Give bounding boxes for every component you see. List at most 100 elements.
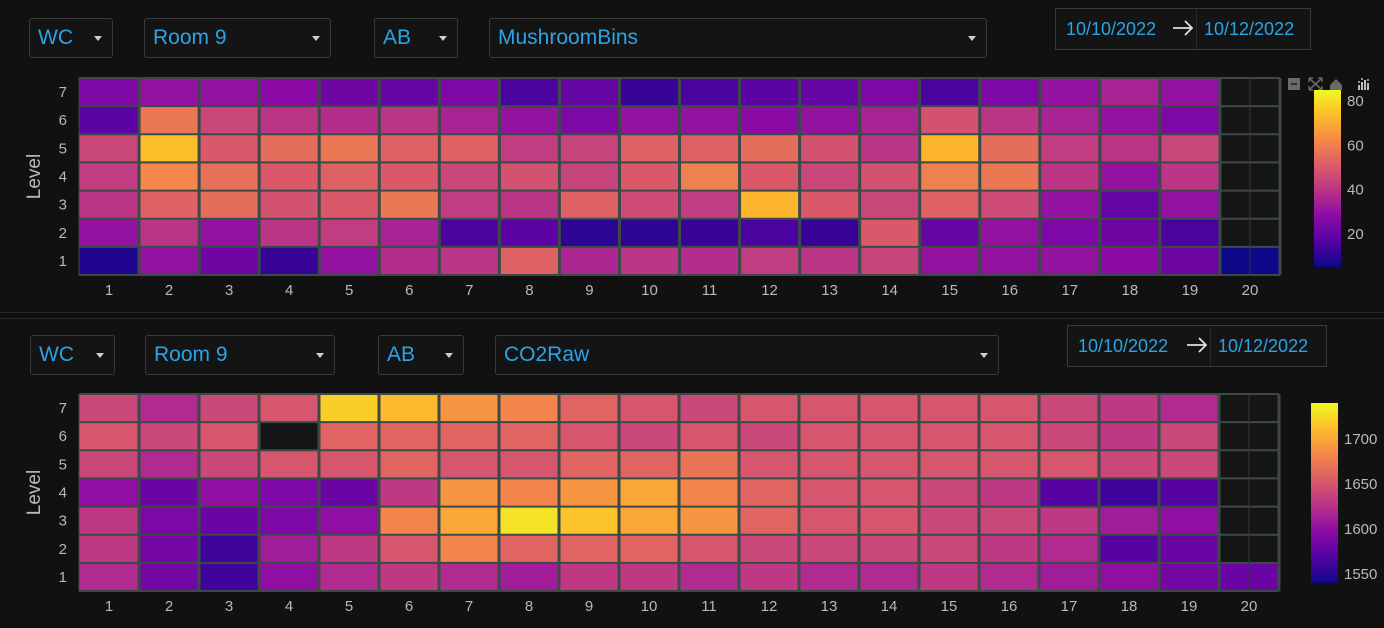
heatmap-cell[interactable] xyxy=(439,162,500,192)
heatmap-cell[interactable] xyxy=(1159,450,1220,479)
room-dropdown[interactable]: Room 9 xyxy=(144,18,331,58)
heatmap-cell[interactable] xyxy=(679,562,740,592)
start-date-input[interactable]: 10/10/2022 xyxy=(1066,19,1157,39)
heatmap-cell[interactable] xyxy=(859,162,921,192)
heatmap-cell[interactable] xyxy=(679,106,741,135)
heatmap-cell[interactable] xyxy=(79,134,140,163)
heatmap-cell[interactable] xyxy=(139,218,200,248)
heatmap-cell[interactable] xyxy=(439,534,500,564)
heatmap-cell[interactable] xyxy=(979,246,1041,276)
heatmap-cell[interactable] xyxy=(379,162,440,192)
heatmap-cell[interactable] xyxy=(439,450,500,479)
heatmap-cell[interactable] xyxy=(619,478,680,508)
heatmap-cell[interactable] xyxy=(79,218,140,248)
heatmap-cell[interactable] xyxy=(199,162,260,192)
heatmap-cell[interactable] xyxy=(259,218,320,248)
zone-dropdown[interactable]: AB xyxy=(378,335,464,375)
heatmap-cell[interactable] xyxy=(499,478,560,508)
heatmap-cell[interactable] xyxy=(979,450,1040,479)
heatmap-cell[interactable] xyxy=(1159,478,1220,508)
heatmap-cell[interactable] xyxy=(259,106,320,135)
heatmap-cell[interactable] xyxy=(259,246,320,276)
heatmap-cell[interactable] xyxy=(679,506,740,536)
heatmap-cell[interactable] xyxy=(259,134,320,163)
heatmap-cell[interactable] xyxy=(979,478,1040,508)
heatmap-cell[interactable] xyxy=(439,106,500,135)
heatmap-cell[interactable] xyxy=(799,78,861,107)
heatmap-cell[interactable] xyxy=(739,106,801,135)
heatmap-cell[interactable] xyxy=(379,450,440,479)
heatmap-cell[interactable] xyxy=(859,78,921,107)
heatmap-cell[interactable] xyxy=(319,106,380,135)
heatmap-cell[interactable] xyxy=(679,450,740,479)
heatmap-cell[interactable] xyxy=(679,422,740,451)
zoom-out-icon[interactable] xyxy=(1288,78,1300,90)
heatmap-cell[interactable] xyxy=(1099,422,1160,451)
heatmap-cell[interactable] xyxy=(1159,246,1221,276)
heatmap-cell[interactable] xyxy=(1099,394,1160,423)
heatmap-cell[interactable] xyxy=(199,394,260,423)
heatmap-cell[interactable] xyxy=(1099,246,1161,276)
heatmap-cell[interactable] xyxy=(679,534,740,564)
heatmap-cell[interactable] xyxy=(499,162,560,192)
heatmap-cell[interactable] xyxy=(799,190,861,220)
heatmap-cell[interactable] xyxy=(799,534,860,564)
heatmap-cell[interactable] xyxy=(259,162,320,192)
start-date-input[interactable]: 10/10/2022 xyxy=(1078,336,1169,356)
heatmap-cell[interactable] xyxy=(859,506,920,536)
heatmap-cell[interactable] xyxy=(1159,534,1220,564)
heatmap-cell[interactable] xyxy=(79,394,140,423)
heatmap-cell[interactable] xyxy=(499,422,560,451)
heatmap-cell[interactable] xyxy=(619,246,680,276)
heatmap-cell[interactable] xyxy=(199,218,260,248)
heatmap-cell[interactable] xyxy=(259,78,320,107)
heatmap-cell[interactable] xyxy=(979,562,1040,592)
heatmap-cell[interactable] xyxy=(1039,422,1100,451)
heatmap-cell[interactable] xyxy=(919,534,980,564)
heatmap-cell[interactable] xyxy=(1099,478,1160,508)
heatmap-cell[interactable] xyxy=(139,478,200,508)
site-dropdown[interactable]: WC xyxy=(30,335,115,375)
heatmap-cell[interactable] xyxy=(679,190,741,220)
heatmap-cell[interactable] xyxy=(1039,562,1100,592)
heatmap-cell[interactable] xyxy=(679,162,741,192)
co2-raw-heatmap[interactable]: 1 2 3 4 5 6 7 8 9 10 11 12 13 14 15 16 17 18 19 201234567Le… xyxy=(0,386,1384,624)
heatmap-cell[interactable] xyxy=(319,246,380,276)
heatmap-cell[interactable] xyxy=(79,562,140,592)
heatmap-cell[interactable] xyxy=(1039,394,1100,423)
heatmap-cell[interactable] xyxy=(979,78,1041,107)
heatmap-cell[interactable] xyxy=(439,506,500,536)
heatmap-cell[interactable] xyxy=(379,422,440,451)
heatmap-cell[interactable] xyxy=(199,450,260,479)
heatmap-cell[interactable] xyxy=(199,478,260,508)
heatmap-cell[interactable] xyxy=(559,106,620,135)
heatmap-cell[interactable] xyxy=(559,190,620,220)
heatmap-cell[interactable] xyxy=(1159,190,1221,220)
heatmap-cell[interactable] xyxy=(619,106,680,135)
heatmap-cell[interactable] xyxy=(679,478,740,508)
heatmap-cell[interactable] xyxy=(1039,246,1101,276)
heatmap-cell[interactable] xyxy=(199,534,260,564)
heatmap-cell[interactable] xyxy=(139,162,200,192)
heatmap-cell[interactable] xyxy=(1099,78,1161,107)
heatmap-cell[interactable] xyxy=(79,190,140,220)
heatmap-cell[interactable] xyxy=(619,190,680,220)
heatmap-cell[interactable] xyxy=(1099,162,1161,192)
heatmap-cell[interactable] xyxy=(919,394,980,423)
heatmap-cell[interactable] xyxy=(319,450,380,479)
heatmap-cell[interactable] xyxy=(559,246,620,276)
heatmap-cell[interactable] xyxy=(319,218,380,248)
heatmap-cell[interactable] xyxy=(139,450,200,479)
heatmap-cell[interactable] xyxy=(139,394,200,423)
heatmap-cell[interactable] xyxy=(919,78,981,107)
site-dropdown[interactable]: WC xyxy=(29,18,113,58)
heatmap-cell[interactable] xyxy=(619,534,680,564)
heatmap-cell[interactable] xyxy=(259,450,320,479)
heatmap-cell[interactable] xyxy=(619,394,680,423)
heatmap-cell[interactable] xyxy=(559,422,620,451)
heatmap-cell[interactable] xyxy=(799,450,860,479)
heatmap-cell[interactable] xyxy=(919,450,980,479)
heatmap-cell[interactable] xyxy=(79,450,140,479)
heatmap-cell[interactable] xyxy=(319,78,380,107)
heatmap-cell[interactable] xyxy=(139,562,200,592)
